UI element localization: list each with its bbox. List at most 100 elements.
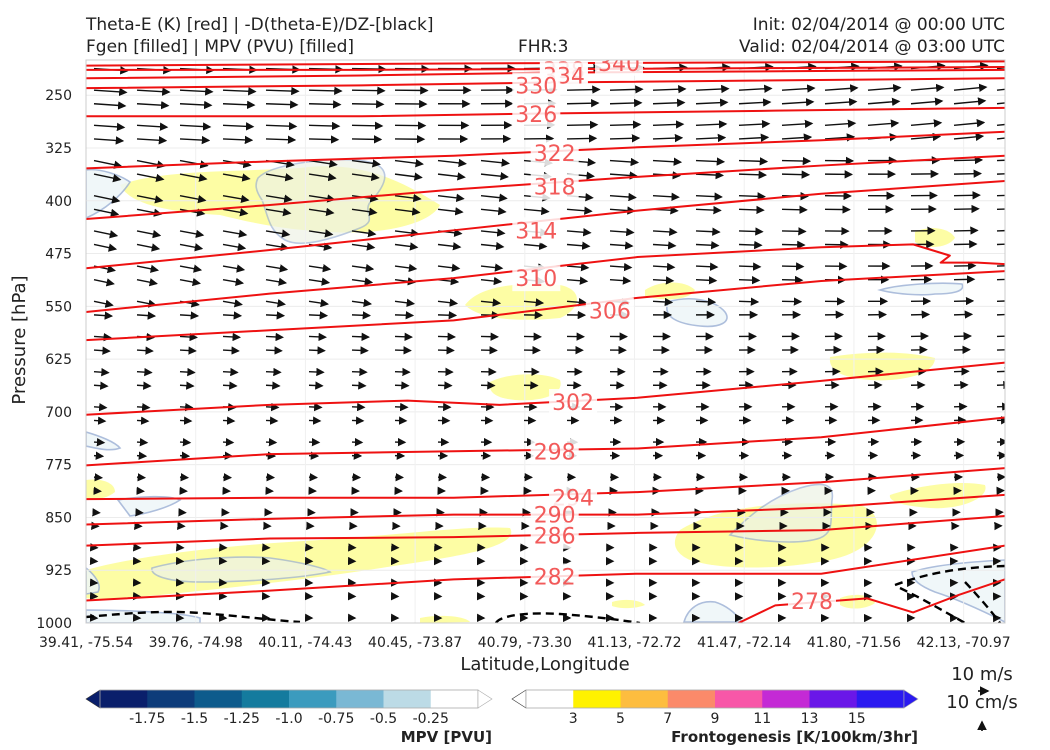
wind-arrow: [781, 205, 808, 214]
theta-e-label: 322: [534, 142, 576, 167]
wind-arrow: [566, 241, 591, 250]
fgen-patch: [915, 228, 955, 247]
mpv-colorbar: -1.75 -1.5 -1.25 -1.0 -0.75 -0.5 -0.25: [85, 689, 493, 727]
wind-arrow: [93, 299, 114, 308]
theta-e-label-bg: [530, 563, 579, 590]
colorbar-swatch: [336, 690, 384, 708]
wind-arrow: [265, 311, 286, 320]
fgen-patch: [420, 615, 470, 623]
fgen-patch: [889, 483, 986, 509]
x-tick-label: 41.80, -71.56: [807, 635, 901, 651]
wind-arrow: [480, 171, 509, 181]
wind-arrow: [351, 228, 377, 238]
wind-arrow: [93, 173, 122, 183]
wind-arrow: [910, 97, 944, 106]
theta-e-label: 306: [589, 300, 631, 325]
gridlines: [86, 60, 1005, 623]
wind-arrow: [308, 277, 331, 286]
y-tick-label: 850: [45, 510, 72, 526]
title-line-2: Fgen [filled] | MPV (PVU) [filled]: [86, 37, 355, 57]
wind-arrow: [265, 264, 289, 273]
wind-arrow: [695, 98, 729, 107]
wind-arrow: [652, 262, 676, 272]
wind-arrow: [351, 86, 386, 95]
wind-arrow: [437, 298, 459, 307]
title-line-1: Theta-E (K) [red] | -D(theta-E)/DZ-[blac…: [86, 15, 434, 35]
wind-arrow: [351, 135, 383, 144]
wind-arrow: [738, 133, 770, 142]
colorbar-swatch: [856, 690, 905, 708]
fgen-colorbar-label: Frontogenesis [K/100km/3hr]: [671, 728, 918, 746]
wind-arrow: [609, 157, 640, 167]
wind-arrow: [437, 263, 461, 272]
wind-arrow: [695, 157, 726, 166]
theta-e-label-bg: [512, 101, 561, 128]
fgen-patch: [86, 479, 115, 500]
wind-arrow: [394, 311, 415, 320]
wind-arrow: [394, 207, 421, 216]
wind-arrow: [394, 158, 424, 168]
wind-arrow: [93, 367, 110, 377]
x-tick-label: 41.13, -72.72: [587, 635, 681, 651]
theta-e-contour-278: [738, 578, 1005, 623]
wind-arrow: [738, 297, 760, 306]
wind-arrow: [222, 381, 238, 390]
colorbar-tick-label: 3: [569, 711, 578, 727]
wind-arrow: [136, 367, 153, 377]
colorbar-extend-low: [511, 689, 527, 709]
theta-e-label-bg: [530, 139, 579, 166]
colorbar-extend-high: [477, 689, 493, 709]
wind-arrow: [351, 298, 373, 308]
colorbar-swatch: [667, 690, 716, 708]
wind-arrow: [136, 136, 168, 145]
wind-arrow: [179, 416, 193, 425]
theta-e-label-bg: [549, 389, 598, 416]
wind-arrow: [179, 346, 197, 355]
wind-arrow: [93, 136, 125, 145]
y-tick-label: 550: [45, 299, 72, 315]
wind-arrow: [824, 133, 856, 142]
wind-arrow: [308, 346, 326, 355]
wind-arrow: [136, 100, 170, 110]
wind-arrow: [480, 298, 502, 307]
wind-arrow: [136, 346, 154, 355]
wind-arrow: [308, 121, 341, 131]
wind-arrow: [136, 173, 165, 183]
wind-arrow: [222, 277, 245, 287]
wind-arrow: [652, 133, 684, 143]
wind-arrow: [93, 381, 109, 390]
wind-arrow: [308, 135, 340, 144]
colorbar-tick-label: -1.0: [275, 711, 302, 727]
colorbar-swatch: [383, 690, 432, 708]
wind-arrow: [566, 276, 589, 285]
wind-arrow: [781, 119, 814, 129]
wind-arrow: [523, 206, 550, 216]
theta-e-contour-338: [86, 66, 1005, 71]
wind-arrow: [738, 119, 771, 129]
theta-e-contour-layer: [86, 60, 1005, 623]
wind-arrow: [222, 437, 235, 447]
theta-e-label-bg: [512, 217, 561, 244]
wind-arrow: [996, 208, 1005, 211]
wind-arrow: [695, 192, 723, 201]
wind-arrow: [781, 262, 805, 271]
wind-arrow: [652, 192, 680, 201]
wind-arrow: [222, 416, 236, 425]
y-tick-label: 325: [45, 141, 72, 157]
wind-arrow: [738, 170, 768, 180]
x-axis-ticks: 39.41, -75.54 39.76, -74.98 40.11, -74.43 4…: [39, 635, 1011, 651]
wind-arrow: [308, 229, 334, 238]
theta-e-label-bg: [788, 588, 837, 615]
wind-arrow: [308, 402, 323, 412]
wind-arrow: [953, 204, 980, 214]
theta-e-contour-294: [86, 467, 1005, 501]
wind-arrow: [265, 402, 280, 412]
mpv-region: [877, 282, 964, 296]
theta-e-label: 298: [534, 440, 576, 465]
wind-arrow: [652, 157, 683, 166]
wind-arrow: [996, 173, 1005, 175]
wind-arrow: [265, 277, 288, 286]
wind-arrow: [179, 402, 194, 412]
forecast-hour-label: FHR:3: [518, 37, 569, 57]
wind-arrow: [222, 208, 249, 217]
